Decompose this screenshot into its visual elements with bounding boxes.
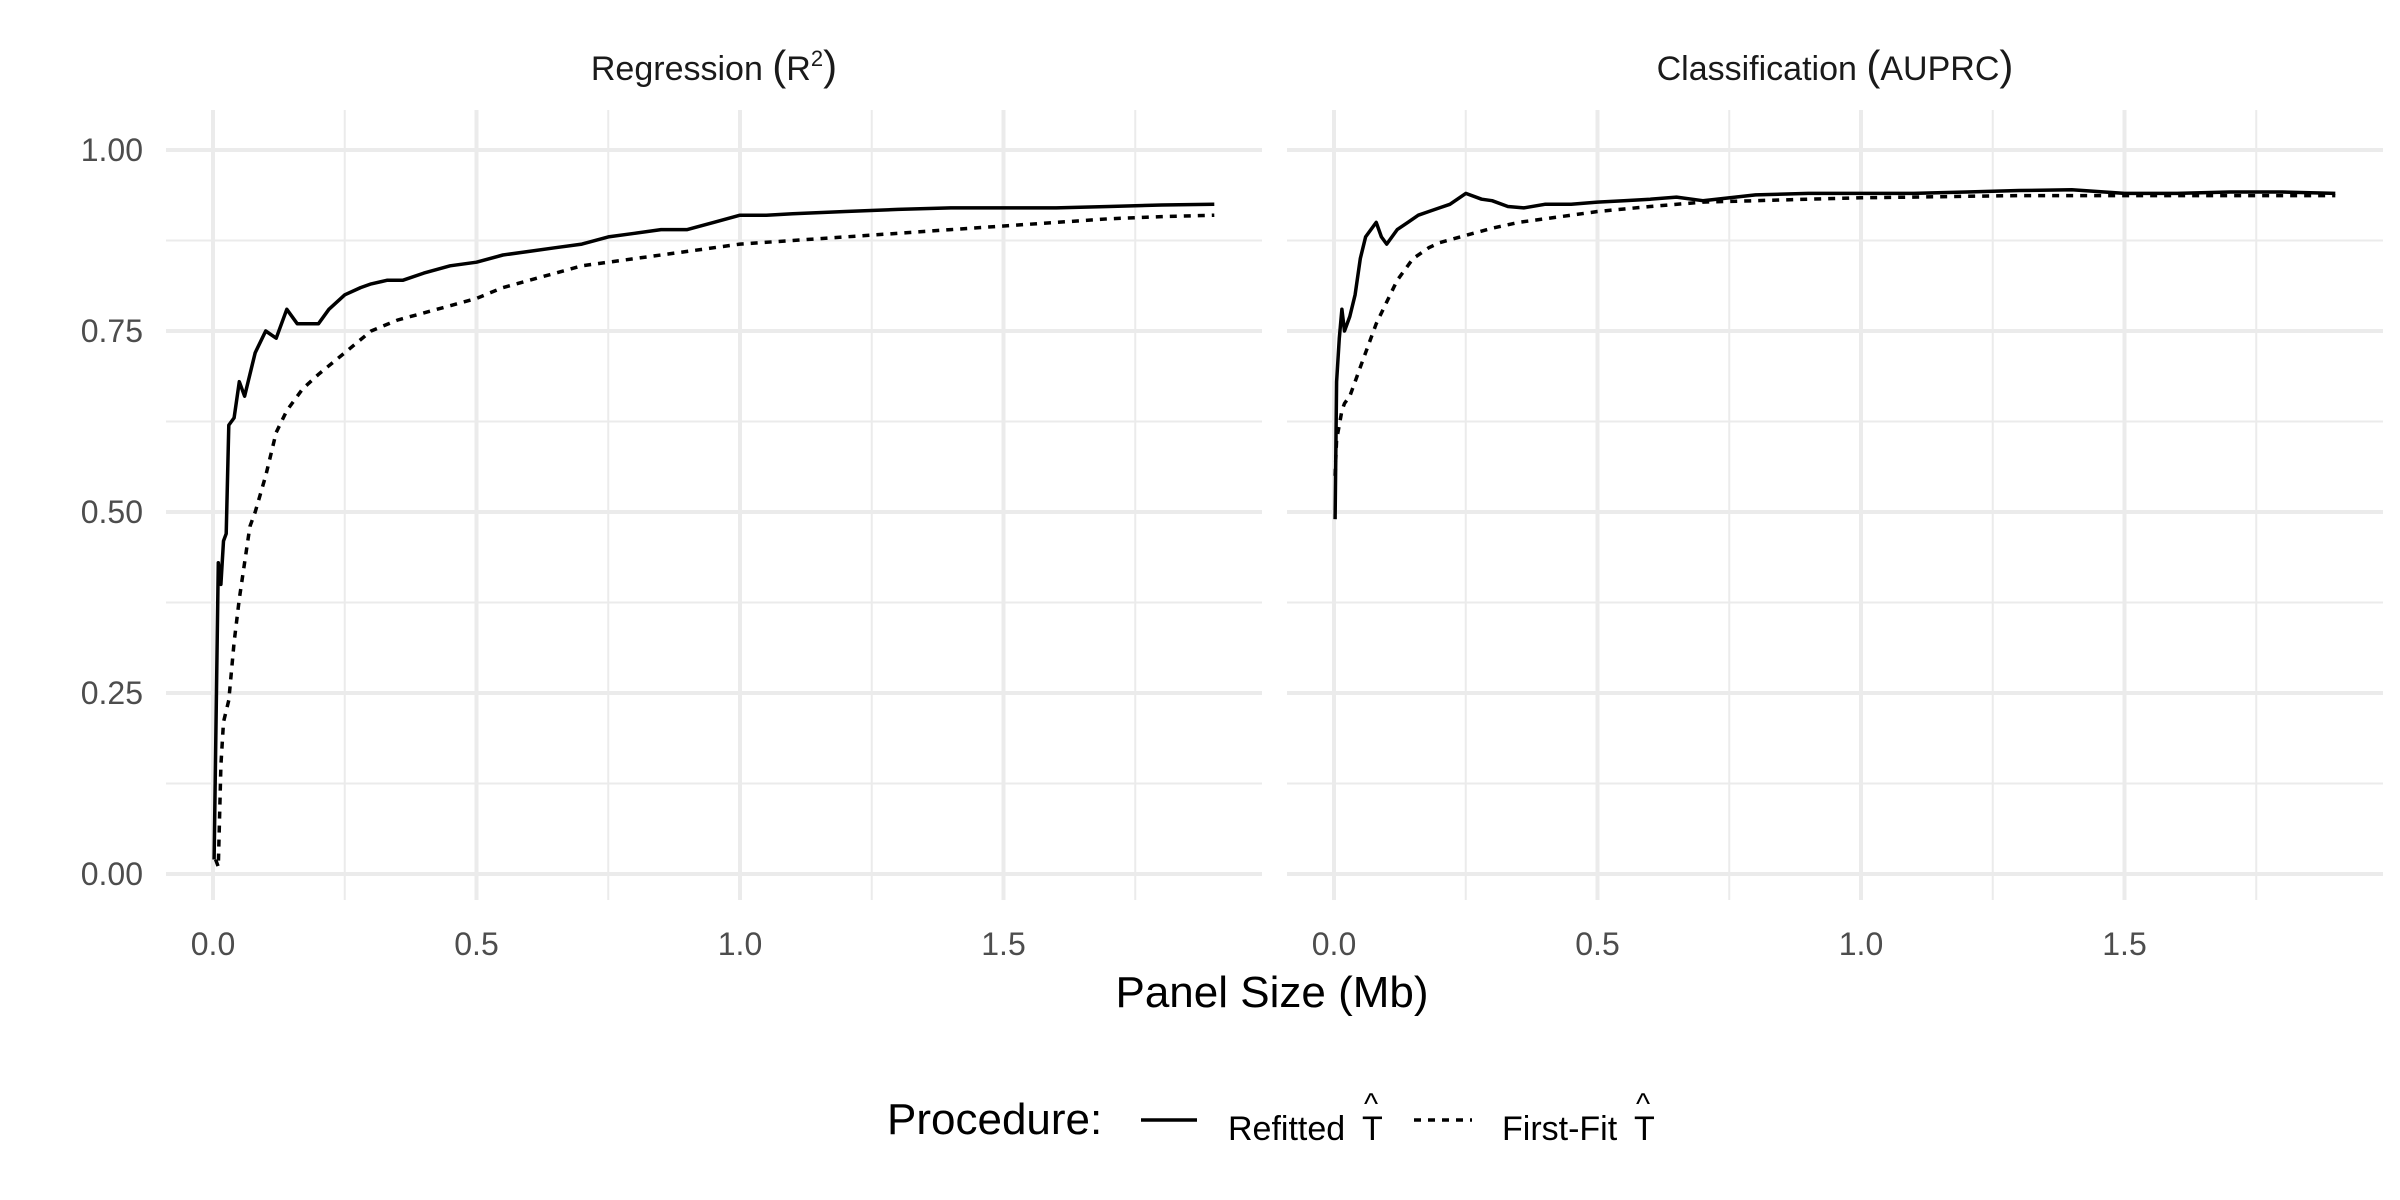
x-tick-label: 0.0 xyxy=(191,926,235,962)
series-line-refitted xyxy=(1333,188,2336,520)
x-tick-label: 1.0 xyxy=(1839,926,1883,962)
x-axis-title: Panel Size (Mb) xyxy=(1115,968,1428,1017)
y-tick-label: 0.00 xyxy=(81,856,143,892)
facet-title-paren-open: ( xyxy=(1866,42,1880,89)
x-tick-label: 0.0 xyxy=(1312,926,1356,962)
x-tick-label: 1.5 xyxy=(2102,926,2146,962)
facet-panel-2: Classification (AUPRC) 0.0 0.5 1.0 1.5 xyxy=(1287,42,2383,962)
facet-title-metric: R xyxy=(786,50,811,88)
y-tick-label: 0.50 xyxy=(81,494,143,530)
legend-label: First-Fit xyxy=(1502,1110,1618,1148)
facet-title-metric: AUPRC xyxy=(1880,50,1999,88)
legend-title: Procedure: xyxy=(887,1095,1102,1144)
legend-hat-accent: ^ xyxy=(1364,1088,1378,1121)
legend: Procedure: Refitted T^First-Fit T^ xyxy=(887,1088,1655,1148)
facet-title-text: Regression xyxy=(591,50,772,88)
facet-title-paren-close: ) xyxy=(823,42,837,89)
x-tick-label: 0.5 xyxy=(454,926,498,962)
legend-hat-accent: ^ xyxy=(1636,1088,1650,1121)
series-line-refitted xyxy=(212,202,1215,860)
facet-title-paren-close: ) xyxy=(1999,42,2013,89)
y-tick-label: 0.25 xyxy=(81,675,143,711)
x-tick-label: 1.5 xyxy=(981,926,1025,962)
legend-label: Refitted xyxy=(1228,1110,1345,1148)
x-tick-label: 1.0 xyxy=(718,926,762,962)
series-line-first-fit xyxy=(213,213,1215,868)
y-tick-label: 0.75 xyxy=(81,313,143,349)
legend-hat-symbol: T xyxy=(1634,1110,1655,1148)
facet-panel-1: Regression (R2) 0.00 0.25 0.50 0.75 1.00 0.0 0.… xyxy=(81,42,1262,962)
x-tick-label: 0.5 xyxy=(1575,926,1619,962)
facet-title: Regression (R2) xyxy=(591,42,837,89)
facet-title-superscript: 2 xyxy=(811,46,823,71)
facet-title-text: Classification xyxy=(1657,50,1867,88)
legend-hat-symbol: T xyxy=(1362,1110,1383,1148)
y-tick-label: 1.00 xyxy=(81,132,143,168)
facet-title: Classification (AUPRC) xyxy=(1657,42,2014,89)
series-line-first-fit xyxy=(1333,193,2336,476)
facet-title-paren-open: ( xyxy=(772,42,786,89)
